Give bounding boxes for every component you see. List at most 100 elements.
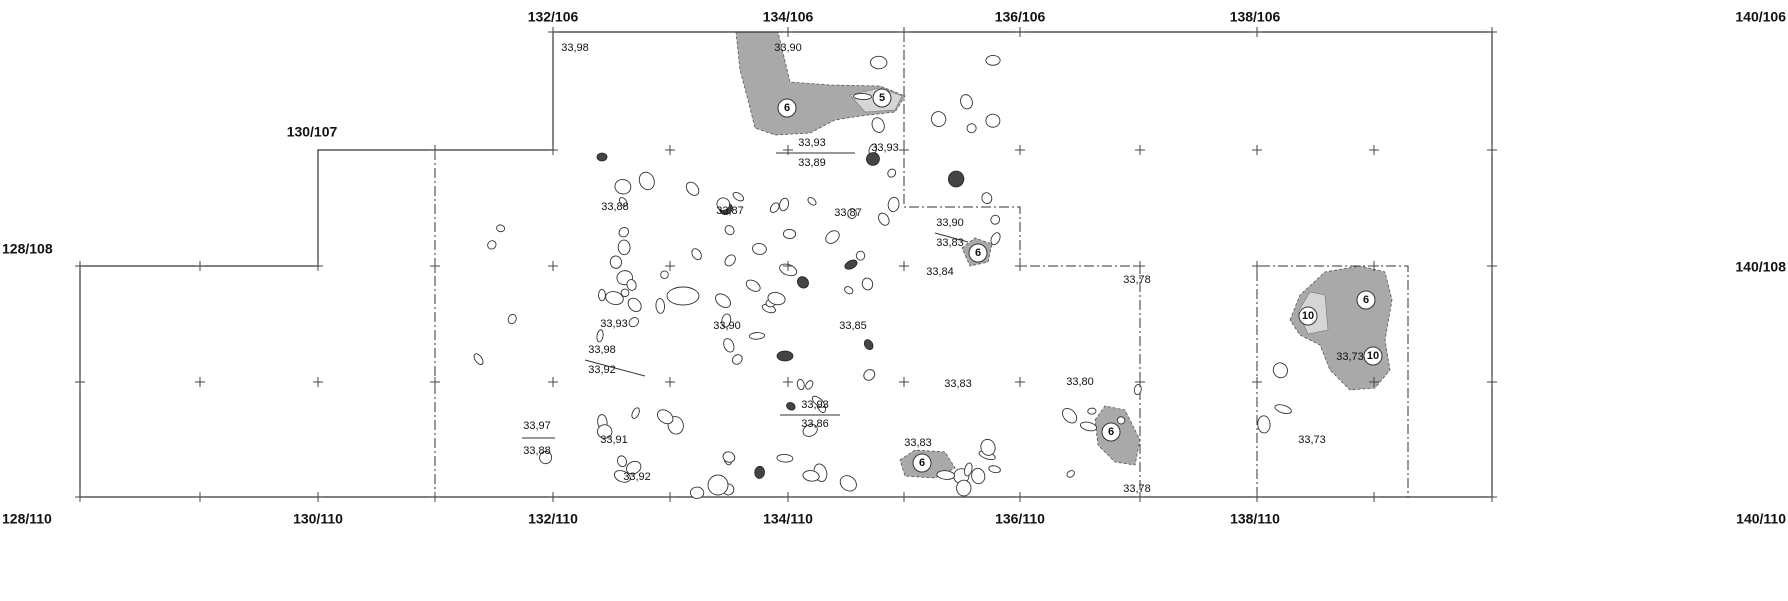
elevation-label: 33,87: [716, 205, 744, 217]
stones: [473, 55, 1292, 499]
feature-marker: [912, 453, 932, 473]
stone: [597, 424, 613, 439]
elevation-label: 33,73: [1298, 434, 1326, 446]
stone: [988, 465, 1001, 474]
stone: [947, 170, 965, 188]
stone: [767, 292, 786, 306]
stone: [936, 470, 956, 480]
stone: [715, 293, 732, 308]
stone: [802, 470, 820, 482]
grid-label: 134/110: [763, 511, 813, 527]
elevation-label: 33,78: [1123, 483, 1151, 495]
stone: [853, 92, 872, 101]
stone: [1061, 407, 1078, 424]
stone: [825, 230, 840, 244]
stone: [626, 460, 642, 475]
stone: [971, 467, 986, 485]
stone: [1079, 421, 1098, 432]
stone: [487, 240, 497, 250]
stone: [473, 353, 484, 365]
feature-marker: [872, 88, 892, 108]
stone: [620, 288, 630, 298]
stone: [956, 479, 972, 497]
stone: [776, 453, 794, 463]
feature-marker: [1356, 290, 1376, 310]
stone: [616, 455, 627, 468]
elevation-label: 33,80: [1066, 376, 1094, 388]
elevation-label: 33,93: [798, 137, 826, 149]
stone: [627, 297, 642, 313]
grid-label: 128/110: [2, 511, 52, 527]
stone: [628, 317, 639, 328]
stone: [716, 197, 731, 211]
stone: [870, 55, 888, 70]
stone: [617, 239, 631, 256]
stone: [1272, 362, 1288, 379]
grid-label: 140/110: [1736, 511, 1786, 527]
stone: [748, 332, 766, 340]
grid-label: 136/106: [995, 9, 1046, 25]
stone: [613, 470, 631, 483]
grid-label: 128/108: [2, 241, 53, 257]
stone: [985, 55, 1001, 66]
elevation-label: 33,84: [926, 266, 954, 278]
trench-line: [903, 32, 1141, 497]
stone: [745, 279, 761, 292]
stone: [626, 279, 637, 291]
elevation-label: 33,90: [774, 42, 802, 54]
elevation-label: 33,90: [713, 320, 741, 332]
stone: [1274, 404, 1292, 414]
stone: [660, 270, 669, 280]
stone: [861, 277, 874, 291]
stone: [614, 179, 632, 195]
stone: [539, 450, 553, 465]
feature-number: 10: [1302, 310, 1314, 322]
stone: [631, 407, 640, 419]
stone: [1257, 415, 1271, 434]
stone: [1087, 407, 1097, 415]
stone: [887, 196, 900, 213]
stone: [723, 338, 735, 353]
stone: [990, 214, 1001, 225]
stone: [985, 113, 1001, 128]
grid-label: 130/110: [293, 511, 343, 527]
leader-line: [584, 359, 646, 377]
stone: [966, 123, 977, 134]
stone: [732, 191, 745, 202]
stone: [722, 451, 736, 463]
elevation-label: 33,98: [561, 42, 589, 54]
feature-number: 6: [784, 102, 790, 114]
elevation-label: 33,86: [801, 418, 829, 430]
stone: [981, 192, 993, 205]
grid-crosses: [75, 27, 1497, 502]
feature-marker: [1101, 422, 1121, 442]
elevation-label: 33,93: [600, 318, 628, 330]
stone: [605, 291, 624, 306]
feature-number: 6: [919, 457, 925, 469]
stone: [930, 111, 947, 127]
stone: [863, 339, 874, 351]
stone: [1133, 384, 1142, 396]
elevation-label: 33,93: [801, 399, 829, 411]
stone: [782, 228, 797, 239]
elevation-label: 33,83: [904, 437, 932, 449]
stone: [609, 255, 622, 269]
feature-number: 6: [975, 247, 981, 259]
feature-number: 6: [1363, 294, 1369, 306]
stone: [811, 395, 825, 408]
stone: [769, 202, 780, 213]
stone: [724, 225, 735, 236]
stone: [871, 117, 885, 133]
elevation-label: 33,88: [601, 201, 629, 213]
stone: [887, 168, 897, 178]
elevation-label: 33,92: [588, 364, 616, 376]
grid-label: 140/108: [1735, 259, 1786, 275]
stone: [721, 313, 732, 328]
feature-number: 5: [879, 92, 885, 104]
stone: [691, 248, 702, 261]
stone: [963, 462, 973, 477]
elevation-label: 33,98: [588, 344, 616, 356]
stone: [807, 197, 817, 206]
grid-label: 138/106: [1230, 9, 1281, 25]
